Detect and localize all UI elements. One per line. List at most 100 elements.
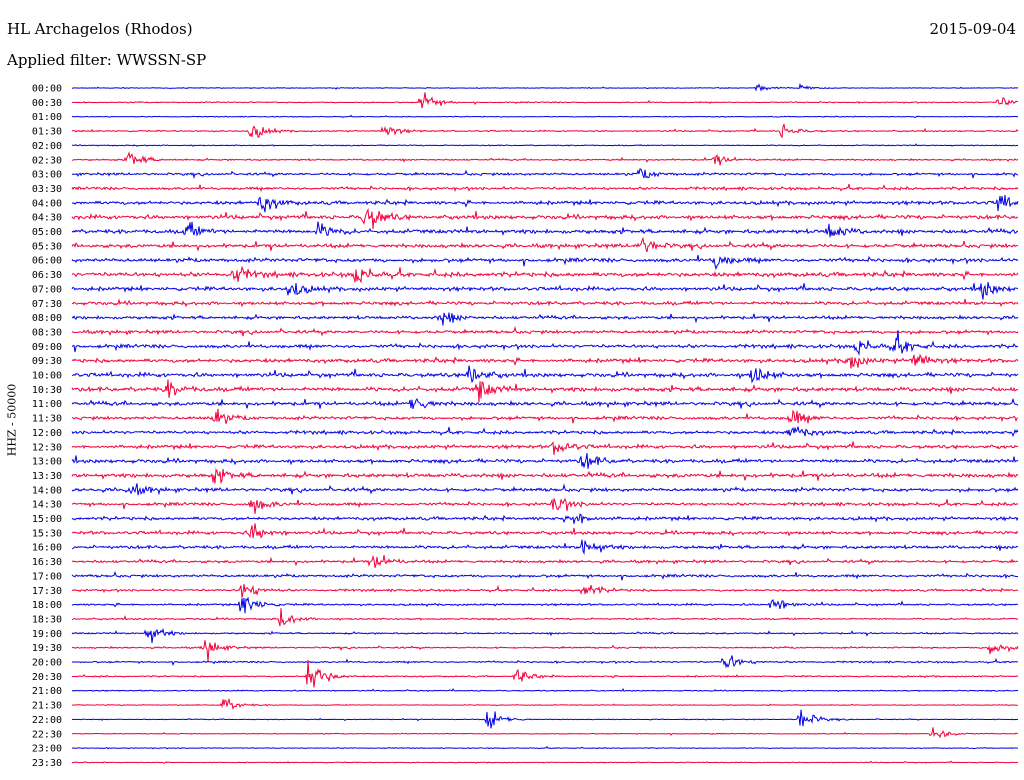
time-label: 23:30 — [32, 758, 62, 769]
time-label: 15:00 — [32, 514, 62, 525]
time-label: 02:30 — [32, 155, 62, 166]
trace-row — [71, 727, 1019, 739]
time-label: 15:30 — [32, 528, 62, 539]
time-label: 01:30 — [32, 127, 62, 138]
trace-row — [71, 497, 1019, 514]
trace-row — [71, 114, 1019, 119]
time-label: 10:30 — [32, 385, 62, 396]
traces — [71, 82, 1019, 764]
trace-row — [71, 697, 1019, 711]
time-label: 20:30 — [32, 672, 62, 683]
time-label: 07:00 — [32, 284, 62, 295]
trace-row — [71, 596, 1019, 614]
time-label: 08:00 — [32, 313, 62, 324]
time-label: 00:00 — [32, 84, 62, 95]
time-label: 06:00 — [32, 256, 62, 267]
time-label: 20:00 — [32, 658, 62, 669]
time-label: 11:30 — [32, 414, 62, 425]
time-label: 11:00 — [32, 399, 62, 410]
time-label: 03:00 — [32, 170, 62, 181]
trace-row — [71, 365, 1019, 384]
time-label: 00:30 — [32, 98, 62, 109]
trace-row — [71, 236, 1019, 253]
time-label: 22:00 — [32, 715, 62, 726]
trace-row — [71, 397, 1019, 410]
filter-label: Applied filter: WWSSN-SP — [7, 51, 207, 69]
trace-row — [71, 468, 1019, 485]
time-label: 16:00 — [32, 543, 62, 554]
trace-row — [71, 452, 1019, 469]
trace-row — [71, 640, 1019, 662]
time-label: 05:30 — [32, 241, 62, 252]
time-label: 14:00 — [32, 485, 62, 496]
trace-row — [71, 608, 1019, 627]
trace-row — [71, 168, 1019, 180]
trace-row — [71, 82, 1019, 92]
trace-row — [71, 688, 1019, 693]
date-label: 2015-09-04 — [929, 20, 1016, 38]
time-label: 02:00 — [32, 141, 62, 152]
trace-row — [71, 441, 1019, 455]
trace-row — [71, 627, 1019, 643]
trace-row — [71, 195, 1019, 213]
time-label: 13:00 — [32, 457, 62, 468]
trace-row — [71, 353, 1019, 369]
time-labels: 00:00 00:30 01:00 01:30 02:00 02:30 03:00 03:30… — [32, 84, 62, 769]
time-label: 01:00 — [32, 112, 62, 123]
time-label: 17:00 — [32, 571, 62, 582]
trace-row — [71, 92, 1019, 109]
trace-row — [71, 709, 1019, 729]
trace-row — [71, 151, 1019, 166]
time-label: 18:00 — [32, 600, 62, 611]
time-label: 21:30 — [32, 701, 62, 712]
trace-row — [71, 330, 1019, 356]
time-label: 09:00 — [32, 342, 62, 353]
time-label: 06:30 — [32, 270, 62, 281]
trace-row — [71, 659, 1019, 688]
trace-row — [71, 523, 1019, 539]
trace-row — [71, 312, 1019, 326]
trace-row — [71, 123, 1019, 139]
trace-row — [71, 379, 1019, 403]
time-label: 09:30 — [32, 356, 62, 367]
time-label: 12:00 — [32, 428, 62, 439]
time-label: 23:00 — [32, 744, 62, 755]
time-label: 04:00 — [32, 198, 62, 209]
station-title: HL Archagelos (Rhodos) — [7, 20, 193, 38]
time-label: 12:30 — [32, 442, 62, 453]
trace-row — [71, 207, 1019, 230]
time-label: 22:30 — [32, 729, 62, 740]
trace-row — [71, 483, 1019, 496]
time-label: 19:00 — [32, 629, 62, 640]
time-label: 13:30 — [32, 471, 62, 482]
time-label: 07:30 — [32, 299, 62, 310]
trace-row — [71, 408, 1019, 424]
time-label: 04:30 — [32, 213, 62, 224]
trace-row — [71, 221, 1019, 238]
trace-row — [71, 254, 1019, 271]
time-label: 10:00 — [32, 371, 62, 382]
time-label: 17:30 — [32, 586, 62, 597]
time-label: 21:00 — [32, 686, 62, 697]
time-label: 14:30 — [32, 500, 62, 511]
trace-row — [71, 539, 1019, 555]
trace-row — [71, 143, 1019, 147]
trace-row — [71, 570, 1019, 581]
time-label: 08:30 — [32, 327, 62, 338]
trace-row — [71, 554, 1019, 568]
time-label: 05:00 — [32, 227, 62, 238]
time-label: 03:30 — [32, 184, 62, 195]
trace-row — [71, 745, 1019, 750]
trace-row — [71, 426, 1019, 438]
trace-row — [71, 513, 1019, 524]
trace-row — [71, 265, 1019, 284]
trace-row — [71, 281, 1019, 300]
time-label: 16:30 — [32, 557, 62, 568]
trace-row — [71, 298, 1019, 308]
trace-row — [71, 583, 1019, 598]
trace-row — [71, 183, 1019, 193]
trace-row — [71, 760, 1019, 764]
time-label: 18:30 — [32, 614, 62, 625]
time-label: 19:30 — [32, 643, 62, 654]
